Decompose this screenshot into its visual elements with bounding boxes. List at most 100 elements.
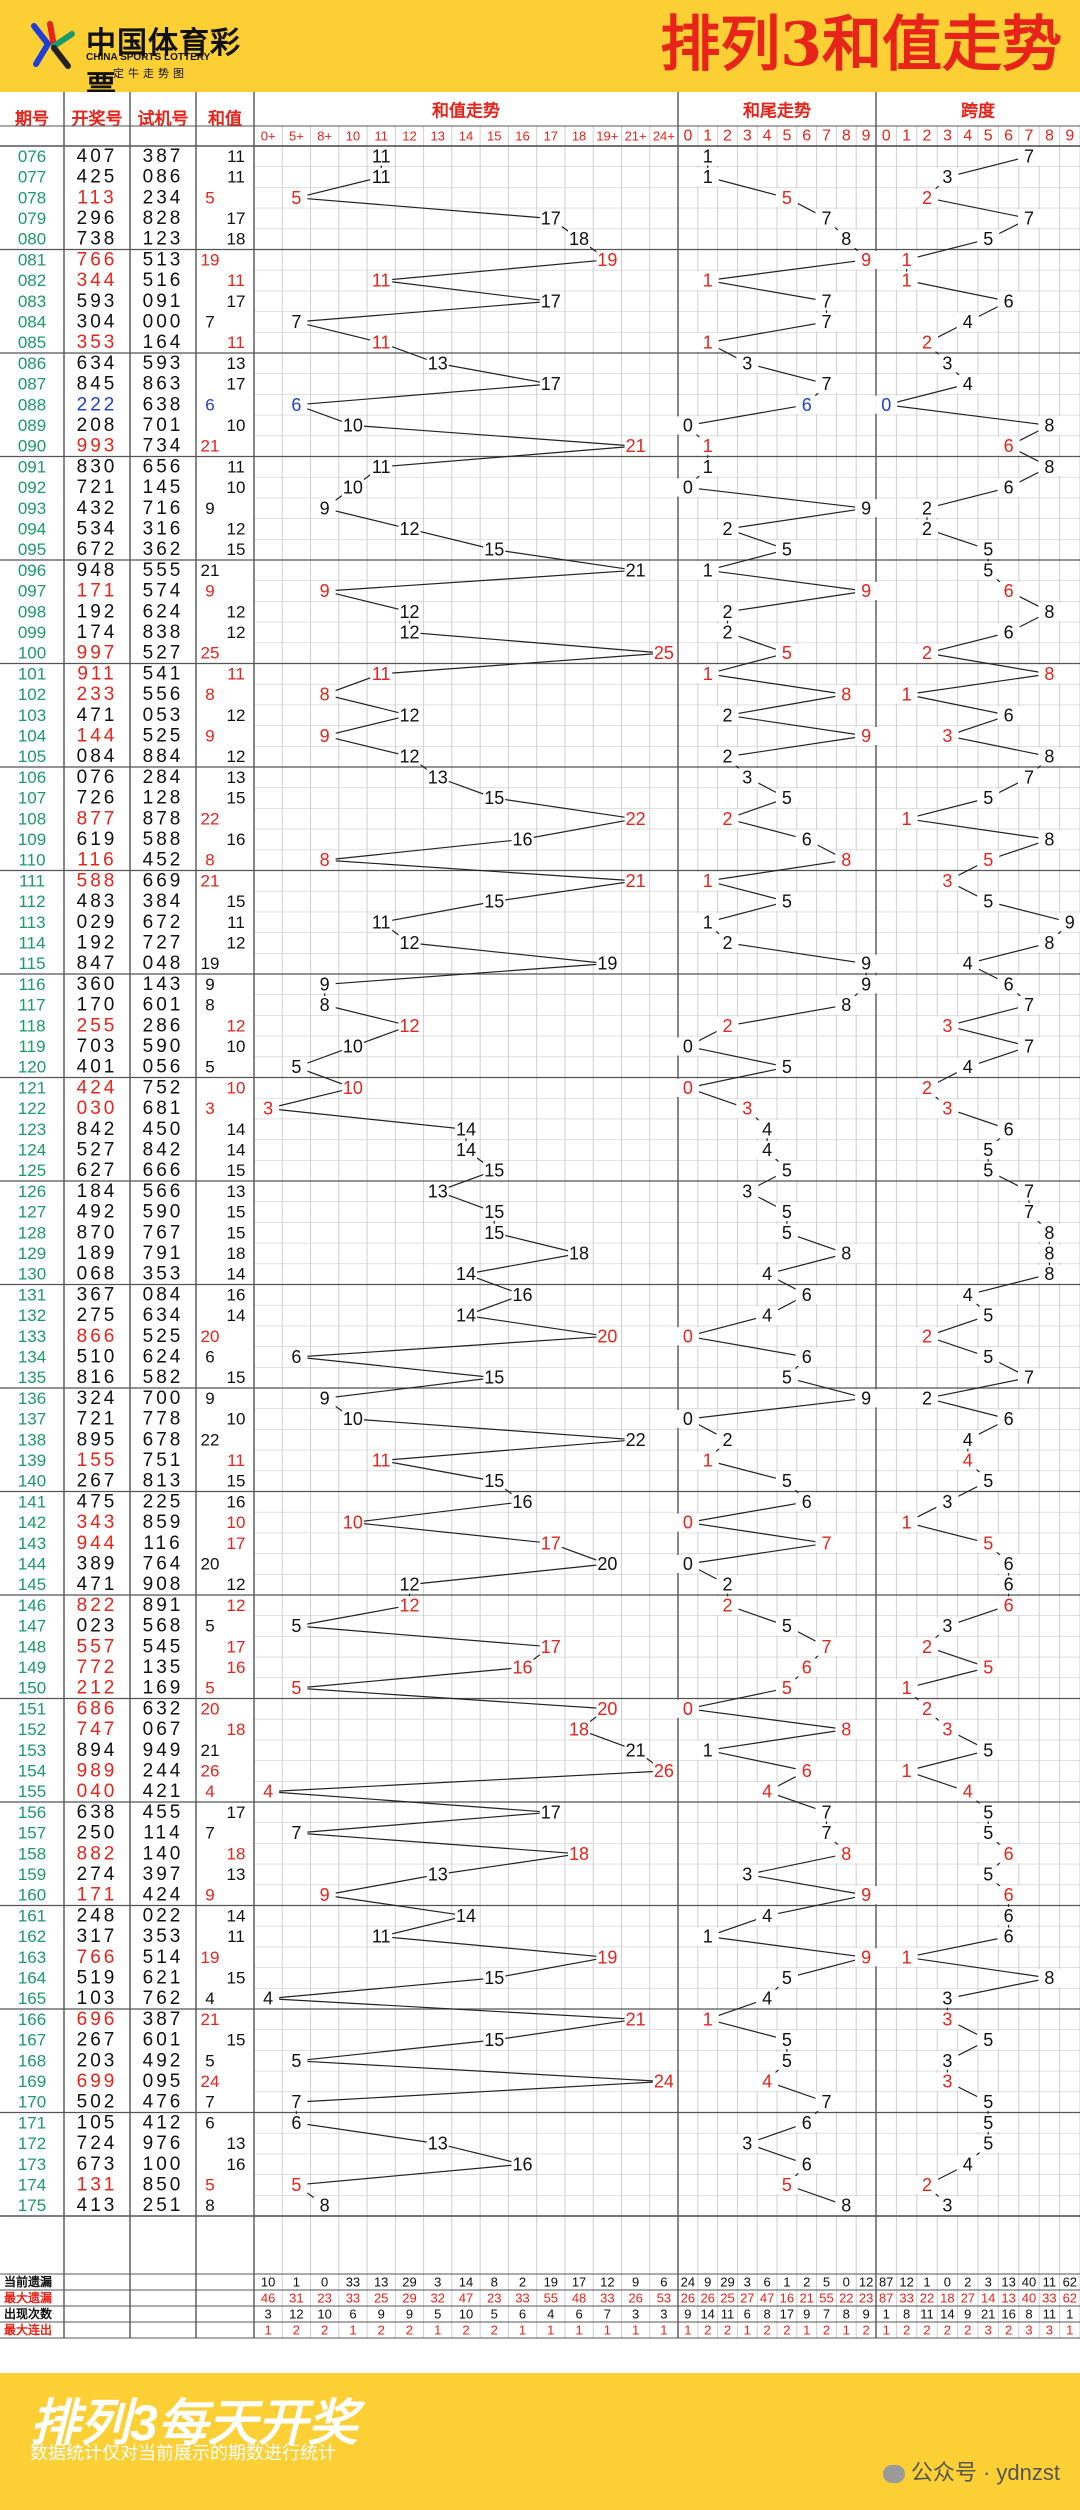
span-trend-point-bg — [997, 1410, 1020, 1429]
span-trend-point: 1 — [902, 1761, 912, 1781]
span-trend-point-bg — [997, 1554, 1020, 1573]
test-number: 884 — [143, 746, 184, 767]
tail-trend-point: 0 — [683, 1554, 693, 1574]
span-trend-point-bg — [1018, 768, 1040, 787]
sum-trend-point-bg — [370, 913, 393, 932]
draw-number: 738 — [77, 229, 118, 250]
sum-value: 6 — [205, 1347, 214, 1366]
stats-span-value: 22 — [920, 2291, 934, 2306]
sum-trend-point-bg — [596, 954, 619, 973]
draw-number: 367 — [77, 1284, 118, 1305]
sum-trend-point: 22 — [626, 1430, 646, 1450]
stats-tail-value: 1 — [783, 2275, 790, 2290]
tail-trend-point: 1 — [703, 146, 713, 166]
sum-value: 5 — [205, 2051, 214, 2070]
stats-sum-value: 2 — [321, 2323, 328, 2338]
sum-trend-point: 5 — [291, 2051, 301, 2071]
sum-trend-point-bg — [483, 540, 506, 559]
test-number: 767 — [143, 1222, 184, 1243]
tail-trend-point: 5 — [782, 2030, 792, 2050]
sum-value: 18 — [227, 1720, 246, 1739]
span-trend-point-bg — [936, 2010, 959, 2029]
stats-span-value: 12 — [899, 2275, 913, 2290]
span-trend-point: 3 — [942, 726, 952, 746]
sum-trend-point: 17 — [541, 208, 561, 228]
span-trend-point: 8 — [1044, 1223, 1054, 1243]
sum-value: 24 — [201, 2072, 220, 2091]
span-trend-point-bg — [936, 2196, 959, 2215]
test-number: 624 — [143, 601, 184, 622]
sum-trend-point: 22 — [626, 809, 646, 829]
issue-number: 093 — [18, 499, 46, 518]
span-trend-point: 7 — [1024, 767, 1034, 787]
draw-number: 696 — [77, 2009, 118, 2030]
sum-value: 19 — [201, 954, 220, 973]
sum-value: 4 — [205, 1782, 214, 1801]
stats-sum-value: 9 — [632, 2275, 639, 2290]
test-number: 764 — [143, 1553, 184, 1574]
tail-trend-point: 5 — [782, 892, 792, 912]
stats-tail-value: 2 — [803, 2275, 810, 2290]
stats-sum-value: 4 — [547, 2307, 554, 2322]
span-trend-point-bg — [1038, 1265, 1061, 1284]
span-trend-point: 5 — [983, 2134, 993, 2154]
test-number: 086 — [143, 167, 184, 188]
sum-value: 13 — [227, 1865, 246, 1884]
tail-trend-point-bg — [775, 1679, 798, 1698]
stats-sum-value: 9 — [378, 2307, 385, 2322]
sum-trend-point: 12 — [399, 933, 419, 953]
tail-trend-point-bg — [696, 913, 719, 932]
draw-number: 766 — [77, 249, 118, 270]
issue-number: 105 — [18, 747, 46, 766]
sum-trend-point: 15 — [484, 1161, 504, 1181]
sum-trend-point: 18 — [569, 229, 589, 249]
tail-trend-point: 7 — [821, 208, 831, 228]
tail-trend-point: 1 — [703, 1450, 713, 1470]
test-number: 525 — [143, 1326, 184, 1347]
draw-number: 113 — [77, 187, 116, 208]
span-trend-point-bg — [1018, 147, 1040, 166]
tail-trend-point: 5 — [782, 1202, 792, 1222]
test-number: 056 — [143, 1057, 184, 1078]
issue-number: 118 — [18, 1016, 45, 1035]
sum-value: 21 — [201, 437, 220, 456]
span-trend-point-bg — [977, 561, 1000, 580]
draw-number: 203 — [77, 2050, 118, 2071]
sum-trend-point-bg — [370, 457, 393, 476]
sum-value: 12 — [227, 747, 246, 766]
sum-trend-point: 4 — [263, 1989, 273, 2009]
issue-number: 172 — [18, 2134, 46, 2153]
tail-digit-header: 5 — [782, 128, 791, 145]
stats-sum-value: 1 — [575, 2323, 582, 2338]
stats-span-value: 2 — [944, 2323, 951, 2338]
draw-number: 170 — [77, 995, 118, 1016]
sum-trend-point: 16 — [513, 1492, 533, 1512]
sum-trend-point-bg — [483, 2031, 506, 2050]
span-trend-point-bg — [956, 1430, 979, 1449]
draw-number: 471 — [77, 1574, 118, 1595]
sum-value: 10 — [227, 478, 246, 497]
sum-trend-point: 3 — [263, 1099, 273, 1119]
issue-number: 085 — [18, 333, 46, 352]
issue-number: 096 — [18, 561, 46, 580]
sum-value: 8 — [205, 996, 214, 1015]
sum-trend-point-bg — [370, 168, 393, 187]
tail-trend-point-bg — [795, 1347, 818, 1366]
span-trend-point: 3 — [942, 1492, 952, 1512]
sum-trend-point-bg — [313, 1389, 336, 1408]
wechat-account-text: 公众号 · ydnzst — [910, 2460, 1060, 2485]
span-trend-point-bg — [977, 2093, 1000, 2112]
tail-trend-point: 0 — [683, 1409, 693, 1429]
sum-trend-point: 6 — [291, 395, 301, 415]
tail-trend-point-bg — [676, 416, 699, 435]
stats-sum-value: 10 — [459, 2307, 473, 2322]
test-number: 681 — [143, 1098, 184, 1119]
tail-trend-point: 6 — [802, 2154, 812, 2174]
stats-tail-value: 11 — [721, 2307, 735, 2322]
sum-value: 22 — [201, 1430, 220, 1449]
test-number: 751 — [143, 1450, 184, 1471]
test-number: 225 — [143, 1491, 184, 1512]
test-number: 143 — [143, 974, 184, 995]
sum-value: 15 — [227, 892, 246, 911]
span-trend-point: 2 — [922, 1388, 932, 1408]
